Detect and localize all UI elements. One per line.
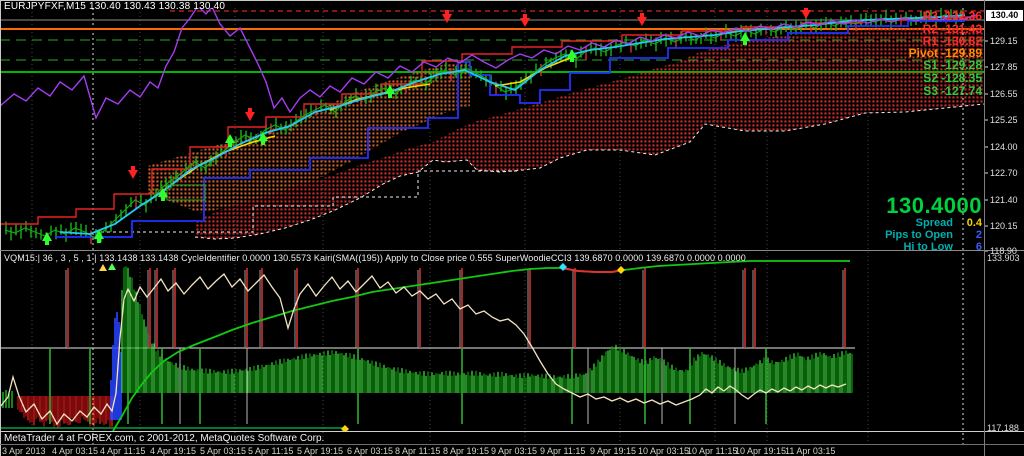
main-price-chart [0, 8, 984, 245]
time-axis-separator [0, 444, 1024, 445]
price-tick-label: 121.40 [990, 195, 1018, 205]
time-axis-label: 9 Apr 11:15 [540, 446, 586, 456]
price-tick-label: 120.15 [990, 221, 1018, 231]
status-bar-text: MetaTrader 4 at FOREX.com, c 2001-2012, … [4, 433, 325, 444]
time-axis-label: 9 Apr 03:15 [491, 446, 538, 456]
price-tick-label: 125.25 [990, 115, 1018, 125]
time-axis-label: 10 Apr 19:15 [735, 446, 787, 456]
price-tick-label: 118.90 [990, 246, 1017, 256]
time-axis-label: 5 Apr 19:15 [297, 446, 344, 456]
indicator-subwindow-graphics [0, 260, 855, 432]
time-axis-label: 4 Apr 19:15 [150, 446, 197, 456]
quote-row-pips-to-open: Pips to Open 2 [885, 230, 982, 241]
time-axis-label: 10 Apr 11:15 [687, 446, 738, 456]
time-axis-label: 9 Apr 19:15 [590, 446, 637, 456]
chart-title-ohlc: EURJPYFXF,M15 130.40 130.43 130.38 130.4… [4, 1, 226, 12]
pivot-label: S2 -128.35 [923, 71, 982, 85]
time-axis-label: 5 Apr 03:15 [200, 446, 247, 456]
pivot-label: R2 -131.43 [922, 22, 982, 36]
quote-row-spread: Spread 0.4 [885, 218, 982, 229]
time-axis-label: 3 Apr 2013 [2, 446, 46, 456]
indicator-title: VQM15:| 36 , 3 , 5 , 1 | 133.1438 133.14… [4, 253, 746, 263]
window-frame-top [0, 0, 1024, 1]
pivot-label: Pivot -129.89 [908, 46, 982, 60]
indicator-scale-bottom: 117.188 [987, 423, 1019, 433]
price-axis-border [984, 0, 985, 456]
time-axis-label: 4 Apr 11:15 [100, 446, 146, 456]
pivot-label: S3 -127.74 [923, 84, 982, 98]
pivot-label: R3 -132.36 [922, 9, 982, 23]
price-tick-label: 127.85 [990, 62, 1018, 72]
time-axis-label: 6 Apr 03:15 [347, 446, 394, 456]
quote-row-hi-to-low: Hi to Low 6 [885, 242, 982, 253]
spread-value: 0.4 [966, 217, 982, 229]
status-separator [0, 431, 1024, 432]
quote-panel: 130.4000 Spread 0.4 Pips to Open 2 Hi to… [885, 195, 982, 253]
time-axis-label: 8 Apr 11:15 [395, 446, 441, 456]
time-axis-label: 5 Apr 11:15 [248, 446, 294, 456]
spread-label: Spread [915, 217, 953, 229]
hi-to-low-label: Hi to Low [903, 241, 953, 253]
window-frame-left [0, 0, 1, 456]
time-axis-label: 8 Apr 19:15 [443, 446, 490, 456]
price-tick-label: 124.00 [990, 142, 1018, 152]
time-axis-label: 11 Apr 03:15 [785, 446, 836, 456]
hi-to-low-value: 6 [975, 241, 982, 253]
pips-to-open-label: Pips to Open [885, 229, 953, 241]
indicator-scale-top: 133.903 [987, 253, 1020, 263]
price-tick-label: 122.70 [990, 168, 1018, 178]
pivot-label: R1 -130.82 [922, 34, 982, 48]
time-axis-label: 10 Apr 03:15 [638, 446, 690, 456]
quote-price: 130.4000 [886, 193, 982, 218]
pivot-label: S1 -129.28 [923, 58, 982, 72]
time-axis-label: 4 Apr 03:15 [52, 446, 99, 456]
price-tick-label: 126.55 [990, 89, 1018, 99]
pips-to-open-value: 2 [975, 229, 982, 241]
price-tick-label: 129.15 [990, 36, 1018, 46]
current-price-box: 130.40 [986, 10, 1023, 21]
panel-separator[interactable] [0, 250, 1024, 251]
